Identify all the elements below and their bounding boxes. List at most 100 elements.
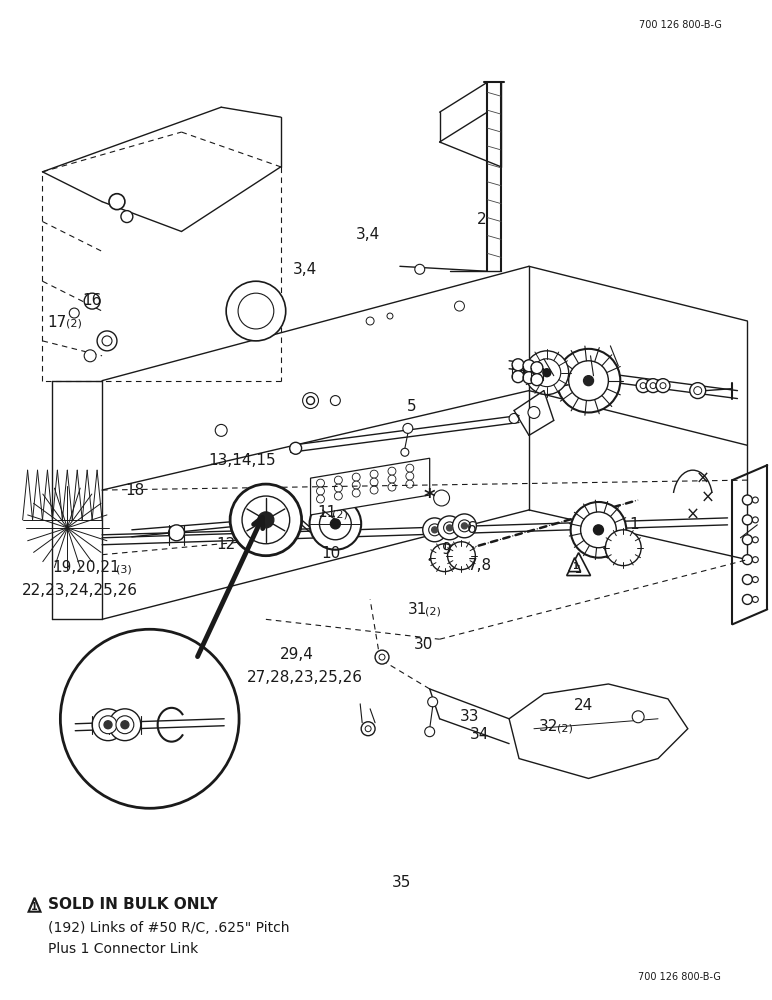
Circle shape: [352, 481, 361, 489]
Circle shape: [334, 484, 342, 492]
Circle shape: [656, 379, 670, 393]
Circle shape: [92, 709, 124, 741]
Text: ×: ×: [696, 469, 709, 487]
Text: 11: 11: [317, 505, 337, 520]
Text: Plus 1 Connector Link: Plus 1 Connector Link: [49, 942, 198, 956]
Circle shape: [646, 379, 660, 393]
Circle shape: [509, 413, 519, 423]
Text: (2): (2): [557, 724, 573, 734]
Circle shape: [258, 512, 274, 528]
Text: 22,23,24,25,26: 22,23,24,25,26: [22, 583, 138, 598]
Circle shape: [743, 515, 753, 525]
Circle shape: [636, 379, 650, 393]
Circle shape: [455, 301, 465, 311]
Circle shape: [84, 350, 96, 362]
Circle shape: [523, 372, 535, 384]
Circle shape: [753, 577, 758, 583]
Circle shape: [317, 479, 324, 487]
Text: 1: 1: [572, 562, 577, 571]
Text: ×: ×: [701, 489, 715, 507]
Circle shape: [403, 423, 413, 433]
Circle shape: [531, 374, 543, 386]
Circle shape: [366, 317, 374, 325]
Circle shape: [387, 313, 393, 319]
Circle shape: [753, 557, 758, 563]
Circle shape: [375, 650, 389, 664]
Circle shape: [109, 709, 141, 741]
Circle shape: [557, 349, 620, 412]
Text: 29,4: 29,4: [280, 647, 314, 662]
Polygon shape: [509, 684, 688, 778]
Circle shape: [571, 502, 626, 558]
Circle shape: [743, 594, 753, 604]
Circle shape: [423, 518, 446, 542]
Circle shape: [753, 596, 758, 602]
Circle shape: [543, 369, 550, 377]
Text: 3,4: 3,4: [355, 227, 380, 242]
Text: 6: 6: [466, 521, 476, 536]
Circle shape: [432, 527, 438, 533]
Text: 33: 33: [459, 709, 479, 724]
Circle shape: [425, 727, 435, 737]
Circle shape: [215, 424, 227, 436]
Circle shape: [242, 496, 290, 544]
Circle shape: [84, 293, 100, 309]
Circle shape: [452, 514, 476, 538]
Text: 27,28,23,25,26: 27,28,23,25,26: [246, 670, 363, 685]
Circle shape: [102, 336, 112, 346]
Circle shape: [446, 525, 452, 531]
Circle shape: [230, 484, 302, 556]
Circle shape: [121, 211, 133, 223]
Text: 32: 32: [540, 719, 559, 734]
Circle shape: [99, 716, 117, 734]
Circle shape: [334, 476, 342, 484]
Circle shape: [116, 716, 134, 734]
Circle shape: [512, 359, 524, 371]
Circle shape: [690, 383, 706, 399]
Text: 5: 5: [407, 399, 416, 414]
Text: 18: 18: [125, 483, 144, 498]
Circle shape: [438, 516, 462, 540]
Circle shape: [226, 281, 286, 341]
Polygon shape: [569, 558, 581, 572]
Circle shape: [406, 480, 414, 488]
Circle shape: [97, 331, 117, 351]
Circle shape: [462, 523, 467, 529]
Text: 1: 1: [629, 517, 638, 532]
Circle shape: [594, 525, 604, 535]
Text: 13,14,15: 13,14,15: [208, 453, 276, 468]
Text: (2): (2): [66, 319, 82, 329]
Circle shape: [168, 525, 185, 541]
Circle shape: [303, 393, 319, 409]
Text: 3,4: 3,4: [293, 262, 317, 277]
Circle shape: [317, 487, 324, 495]
Circle shape: [330, 519, 340, 529]
Text: 1: 1: [575, 565, 582, 575]
Circle shape: [388, 467, 396, 475]
Text: 16: 16: [83, 293, 102, 308]
Text: 10: 10: [321, 546, 340, 561]
Text: 9: 9: [442, 542, 452, 557]
Circle shape: [584, 376, 594, 386]
Circle shape: [531, 362, 543, 374]
Circle shape: [310, 498, 361, 550]
Circle shape: [632, 711, 644, 723]
Text: (2): (2): [333, 510, 348, 520]
Circle shape: [528, 407, 540, 418]
Circle shape: [753, 517, 758, 523]
Circle shape: [121, 721, 129, 729]
Circle shape: [415, 264, 425, 274]
Text: 19,20,21: 19,20,21: [52, 560, 120, 575]
Polygon shape: [567, 553, 591, 576]
Circle shape: [753, 537, 758, 543]
Text: 30: 30: [414, 637, 433, 652]
Text: (3): (3): [117, 565, 132, 575]
Text: 2: 2: [476, 212, 486, 227]
Circle shape: [753, 497, 758, 503]
Text: 31: 31: [408, 602, 427, 617]
Text: 1: 1: [31, 902, 38, 912]
Circle shape: [743, 575, 753, 585]
Text: 7,8: 7,8: [468, 558, 492, 573]
Circle shape: [428, 697, 438, 707]
Circle shape: [60, 629, 239, 808]
